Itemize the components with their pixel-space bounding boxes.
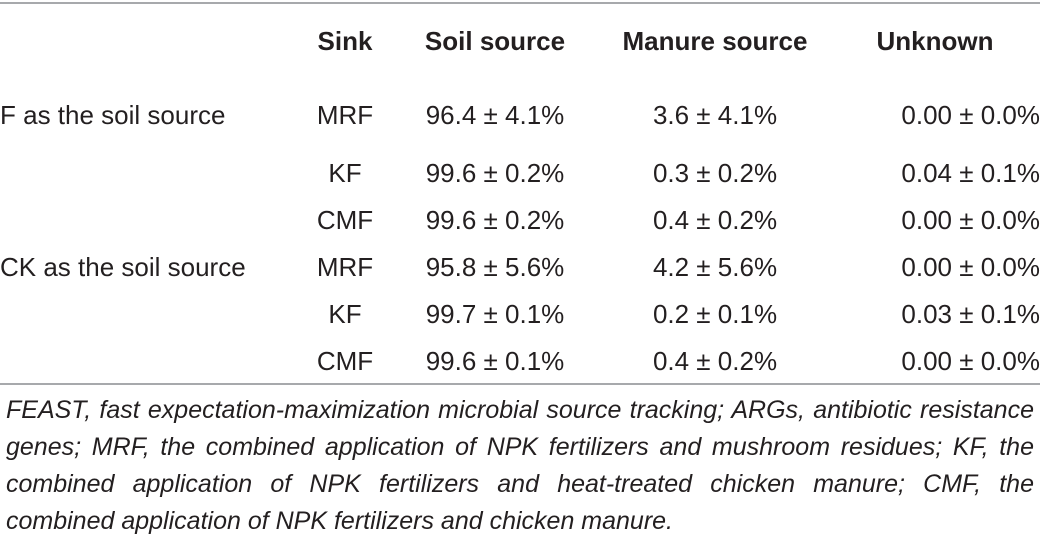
manure-source-cell: 0.4 ± 0.2% (652, 205, 778, 235)
unknown-cell: 0.00 ± 0.0% (901, 346, 1040, 376)
row-group-label (0, 150, 300, 197)
sink-cell: KF (328, 299, 362, 329)
row-group-label (0, 197, 300, 244)
sink-cell: KF (328, 158, 362, 188)
header-manure-source: Manure source (622, 25, 808, 56)
soil-source-cell: 99.7 ± 0.1% (425, 299, 565, 329)
row-group-label: CK as the soil source (0, 252, 246, 282)
bottom-rule (0, 383, 1040, 385)
top-rule (0, 2, 1040, 4)
header-sink: Sink (317, 25, 373, 56)
sink-cell: CMF (316, 346, 374, 376)
soil-source-cell: 99.6 ± 0.2% (425, 158, 565, 188)
manure-source-cell: 4.2 ± 5.6% (652, 252, 778, 282)
unknown-cell: 0.00 ± 0.0% (901, 99, 1040, 130)
table-row: F as the soil source MRF 96.4 ± 4.1% 3.6… (0, 78, 1040, 150)
sink-cell: MRF (316, 99, 374, 130)
table-row: KF 99.7 ± 0.1% 0.2 ± 0.1% 0.03 ± 0.1% (0, 291, 1040, 338)
unknown-cell: 0.00 ± 0.0% (901, 252, 1040, 282)
soil-source-cell: 99.6 ± 0.2% (425, 205, 565, 235)
row-group-label (0, 291, 300, 338)
table-row: CK as the soil source MRF 95.8 ± 5.6% 4.… (0, 244, 1040, 291)
soil-source-cell: 99.6 ± 0.1% (425, 346, 565, 376)
row-group-label: F as the soil source (0, 99, 226, 130)
source-tracking-table: Sink Soil source Manure source Unknown F… (0, 4, 1040, 385)
sink-cell: MRF (316, 252, 374, 282)
manure-source-cell: 0.2 ± 0.1% (652, 299, 778, 329)
table-row: CMF 99.6 ± 0.1% 0.4 ± 0.2% 0.00 ± 0.0% (0, 338, 1040, 385)
header-unknown: Unknown (876, 25, 994, 56)
row-group-label (0, 338, 300, 385)
table-row: KF 99.6 ± 0.2% 0.3 ± 0.2% 0.04 ± 0.1% (0, 150, 1040, 197)
manure-source-cell: 3.6 ± 4.1% (652, 99, 778, 130)
header-row: Sink Soil source Manure source Unknown (0, 4, 1040, 78)
soil-source-cell: 96.4 ± 4.1% (425, 99, 565, 130)
table-footnote: FEAST, fast expectation-maximization mic… (6, 396, 1034, 535)
header-soil-source: Soil source (424, 25, 566, 56)
soil-source-cell: 95.8 ± 5.6% (425, 252, 565, 282)
manure-source-cell: 0.3 ± 0.2% (652, 158, 778, 188)
unknown-cell: 0.00 ± 0.0% (901, 205, 1040, 235)
header-label (0, 4, 300, 78)
manure-source-cell: 0.4 ± 0.2% (652, 346, 778, 376)
unknown-cell: 0.04 ± 0.1% (901, 158, 1040, 188)
unknown-cell: 0.03 ± 0.1% (901, 299, 1040, 329)
table-row: CMF 99.6 ± 0.2% 0.4 ± 0.2% 0.00 ± 0.0% (0, 197, 1040, 244)
sink-cell: CMF (316, 205, 374, 235)
